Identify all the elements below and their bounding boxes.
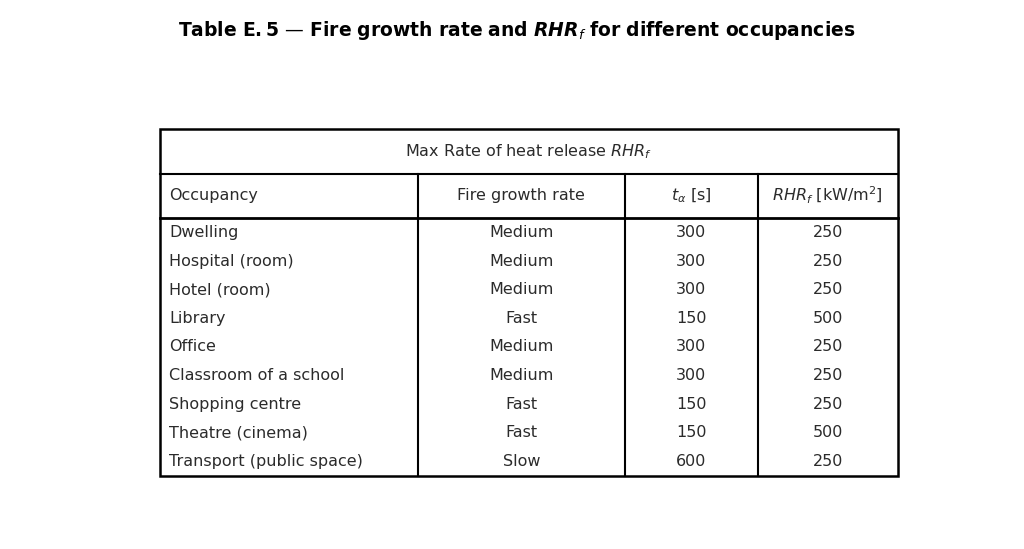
Text: Hospital (room): Hospital (room) xyxy=(169,254,294,268)
Text: Theatre (cinema): Theatre (cinema) xyxy=(169,425,308,440)
Text: Occupancy: Occupancy xyxy=(169,188,258,203)
Text: 300: 300 xyxy=(676,254,707,268)
Text: Hotel (room): Hotel (room) xyxy=(169,282,271,297)
Text: 500: 500 xyxy=(812,425,843,440)
Text: Fast: Fast xyxy=(505,397,538,412)
Text: $\mathit{RHR}_f\ \mathrm{[kW/m^2]}$: $\mathit{RHR}_f\ \mathrm{[kW/m^2]}$ xyxy=(772,186,883,206)
Text: 300: 300 xyxy=(676,225,707,240)
Text: Library: Library xyxy=(169,311,225,326)
Text: Classroom of a school: Classroom of a school xyxy=(169,368,345,383)
Text: $\bf{Table\ E.5} \bf{\ —\ Fire\ growth\ rate\ and\ }\mathbfit{RHR}_\mathit{f}\bf: $\bf{Table\ E.5} \bf{\ —\ Fire\ growth\ … xyxy=(178,19,856,42)
Text: Medium: Medium xyxy=(489,282,554,297)
Text: Slow: Slow xyxy=(503,454,540,469)
Text: 300: 300 xyxy=(676,368,707,383)
Text: Transport (public space): Transport (public space) xyxy=(169,454,364,469)
Text: 250: 250 xyxy=(812,254,843,268)
Text: Medium: Medium xyxy=(489,368,554,383)
Text: 250: 250 xyxy=(812,397,843,412)
Text: $t_\alpha\ \mathrm{[s]}$: $t_\alpha\ \mathrm{[s]}$ xyxy=(671,187,712,205)
Text: 600: 600 xyxy=(676,454,707,469)
Text: Dwelling: Dwelling xyxy=(169,225,239,240)
Text: 250: 250 xyxy=(812,339,843,355)
Text: Fire growth rate: Fire growth rate xyxy=(458,188,586,203)
Text: 250: 250 xyxy=(812,282,843,297)
Text: 150: 150 xyxy=(676,425,707,440)
Text: Medium: Medium xyxy=(489,339,554,355)
Text: 250: 250 xyxy=(812,225,843,240)
Text: 250: 250 xyxy=(812,454,843,469)
Text: 250: 250 xyxy=(812,368,843,383)
Text: Fast: Fast xyxy=(505,425,538,440)
Text: 300: 300 xyxy=(676,339,707,355)
Text: 500: 500 xyxy=(812,311,843,326)
Text: 150: 150 xyxy=(676,311,707,326)
Text: Medium: Medium xyxy=(489,254,554,268)
Text: 300: 300 xyxy=(676,282,707,297)
Text: 150: 150 xyxy=(676,397,707,412)
Text: Medium: Medium xyxy=(489,225,554,240)
Text: Max Rate of heat release $\mathit{RHR}_\mathit{f}$: Max Rate of heat release $\mathit{RHR}_\… xyxy=(406,142,652,161)
Bar xyxy=(160,129,898,476)
Text: Shopping centre: Shopping centre xyxy=(169,397,301,412)
Text: Office: Office xyxy=(169,339,216,355)
Text: Fast: Fast xyxy=(505,311,538,326)
